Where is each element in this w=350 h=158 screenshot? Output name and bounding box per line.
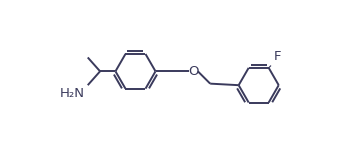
Text: H₂N: H₂N [60, 88, 85, 100]
Text: O: O [188, 65, 198, 78]
Text: F: F [274, 50, 282, 63]
